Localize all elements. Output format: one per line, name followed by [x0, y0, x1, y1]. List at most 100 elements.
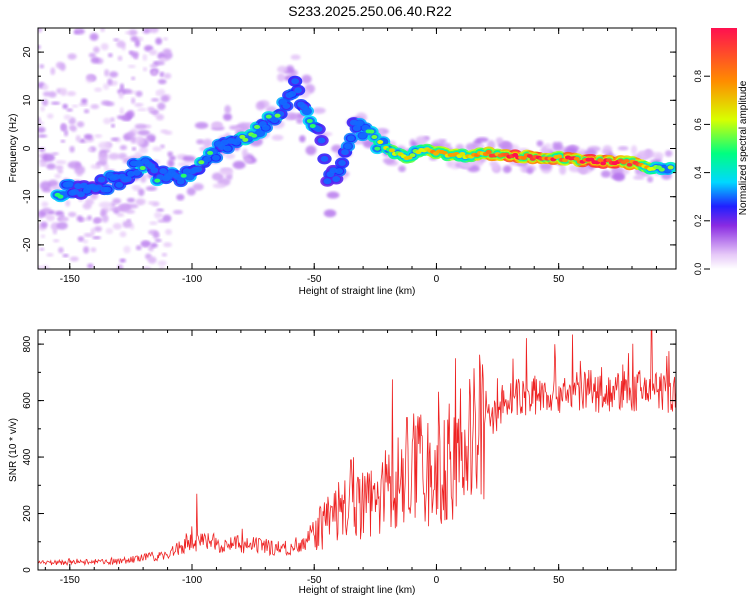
spectrogram-halo-cell	[617, 146, 629, 151]
spectrogram-noise-cell	[119, 231, 127, 238]
snr-series-line	[38, 330, 676, 567]
spectrogram-ridge-peak	[377, 140, 384, 145]
spectrogram-noise-cell	[78, 102, 89, 107]
snr-axes: -150 -100 -50 0 50 0 200 400 600 800	[22, 330, 676, 586]
spectrogram-ridge-cell	[294, 87, 302, 94]
snr-x-tick-label: -100	[182, 575, 202, 586]
spectrogram-halo-cell	[243, 157, 253, 164]
spectrogram-y-tick-label: 10	[22, 94, 33, 106]
colorbar-label: Normalized spectral amplitude	[738, 80, 749, 215]
spectrogram-noise-cell	[113, 38, 120, 42]
spectrogram-noise-cell	[119, 107, 124, 115]
spectrogram-halo-cell	[42, 153, 55, 162]
spectrogram-noise-cell	[105, 101, 115, 107]
snr-y-tick-label: 800	[22, 335, 33, 352]
spectrogram-noise-cell	[119, 83, 125, 91]
spectrogram-noise-cell	[57, 168, 64, 174]
spectrogram-ridge-cell	[77, 191, 85, 198]
spectrogram-ridge-cell	[341, 149, 349, 156]
colorbar-tick-label: 0.6	[693, 118, 703, 131]
spectrogram-noise-cell	[119, 258, 126, 263]
spectrogram-noise-cell	[167, 151, 174, 157]
spectrogram-ridge-cell	[212, 154, 220, 161]
spectrogram-noise-cell	[39, 64, 45, 69]
spectrogram-ridge-cell	[358, 132, 367, 139]
snr-y-tick-label: 200	[22, 505, 33, 522]
spectrogram-noise-cell	[88, 52, 97, 58]
snr-y-tick-label: 0	[22, 567, 33, 573]
spectrogram-noise-cell	[125, 31, 131, 35]
spectrogram-ridge-peak	[265, 114, 272, 119]
spectrogram-halo-cell	[202, 138, 213, 148]
spectrogram-noise-cell	[105, 228, 114, 235]
spectrogram-noise-cell	[73, 30, 79, 35]
spectrogram-noise-cell	[142, 67, 148, 72]
spectrogram-ridge-peak	[459, 151, 466, 156]
spectrogram-ridge-cell	[302, 108, 311, 115]
spectrogram-ridge-cell	[126, 170, 135, 177]
spectrogram-noise-cell	[156, 208, 165, 212]
spectrogram-halo-cell	[56, 221, 68, 230]
spectrogram-noise-cell	[50, 67, 56, 75]
spectrogram-ridge-cell	[320, 155, 329, 162]
spectrogram-ridge-cell	[124, 175, 132, 182]
spectrogram-ridge-cell	[194, 166, 203, 173]
spectrogram-ridge-cell	[80, 182, 88, 189]
spectrogram-noise-cell	[80, 98, 88, 104]
spectrogram-noise-cell	[61, 123, 68, 132]
spectrogram-noise-cell	[141, 241, 151, 247]
spectrogram-halo-cell	[644, 149, 654, 159]
spectrogram-ridge-cell	[150, 167, 159, 174]
spectrogram-ridge-peak	[667, 165, 674, 170]
spectrogram-noise-cell	[122, 220, 133, 228]
spectrogram-noise-cell	[138, 147, 149, 154]
spectrogram-noise-cell	[58, 247, 64, 254]
snr-x-tick-label: -50	[307, 575, 322, 586]
spectrogram-ridge-peak	[485, 149, 492, 154]
snr-y-tick-label: 600	[22, 392, 33, 409]
spectrogram-noise-cell	[77, 236, 85, 242]
spectrogram-x-tick-label: 0	[434, 274, 440, 285]
spectrogram-noise-cell	[155, 114, 165, 121]
spectrogram-ridge-peak	[254, 124, 261, 129]
spectrogram-ridge-peak	[180, 173, 187, 178]
spectrogram-noise-cell	[137, 107, 147, 112]
spectrogram-halo-cell	[241, 148, 248, 158]
figure-title: S233.2025.250.06.40.R22	[288, 3, 452, 19]
spectrogram-halo-cell	[647, 176, 654, 183]
spectrogram-ridge-peak	[207, 150, 214, 155]
spectrogram-noise-cell	[63, 114, 72, 120]
spectrogram-ridge-cell	[282, 103, 291, 110]
spectrogram-noise-cell	[154, 238, 162, 242]
spectrogram-y-label: Frequency (Hz)	[8, 114, 19, 183]
spectrogram-ridge-cell	[314, 126, 323, 133]
spectrogram-noise-cell	[94, 134, 103, 138]
spectrogram-ridge-cell	[185, 173, 194, 180]
spectrogram-noise-cell	[103, 83, 110, 90]
spectrogram-noise-cell	[163, 37, 168, 41]
spectrogram-ridge-cell	[115, 181, 124, 188]
spectrogram-noise-cell	[159, 71, 165, 78]
spectrogram-ridge-cell	[135, 160, 144, 167]
spectrogram-noise-cell	[87, 215, 92, 221]
spectrogram-noise-cell	[94, 226, 103, 232]
spectrogram-ridge-cell	[65, 181, 74, 188]
spectrogram-noise-cell	[142, 266, 151, 269]
spectrogram-noise-cell	[143, 45, 154, 52]
spectrogram-ridge-cell	[355, 120, 364, 127]
spectrogram-noise-cell	[134, 39, 141, 48]
spectrogram-noise-cell	[93, 46, 100, 54]
spectrogram-ridge-cell	[173, 174, 182, 181]
spectrogram-noise-cell	[83, 133, 93, 140]
spectrogram-halo-cell	[102, 214, 109, 223]
spectrogram-noise-cell	[40, 106, 45, 112]
spectrogram-ridge-cell	[129, 160, 138, 167]
spectrogram-noise-cell	[147, 106, 155, 112]
spectrogram-noise-cell	[69, 256, 79, 262]
snr-y-tick-label: 400	[22, 448, 33, 465]
spectrogram-noise-cell	[123, 88, 133, 94]
spectrogram-halo-cell	[108, 153, 120, 160]
spectrogram-noise-cell	[83, 233, 93, 238]
spectrogram-noise-cell	[149, 64, 158, 68]
